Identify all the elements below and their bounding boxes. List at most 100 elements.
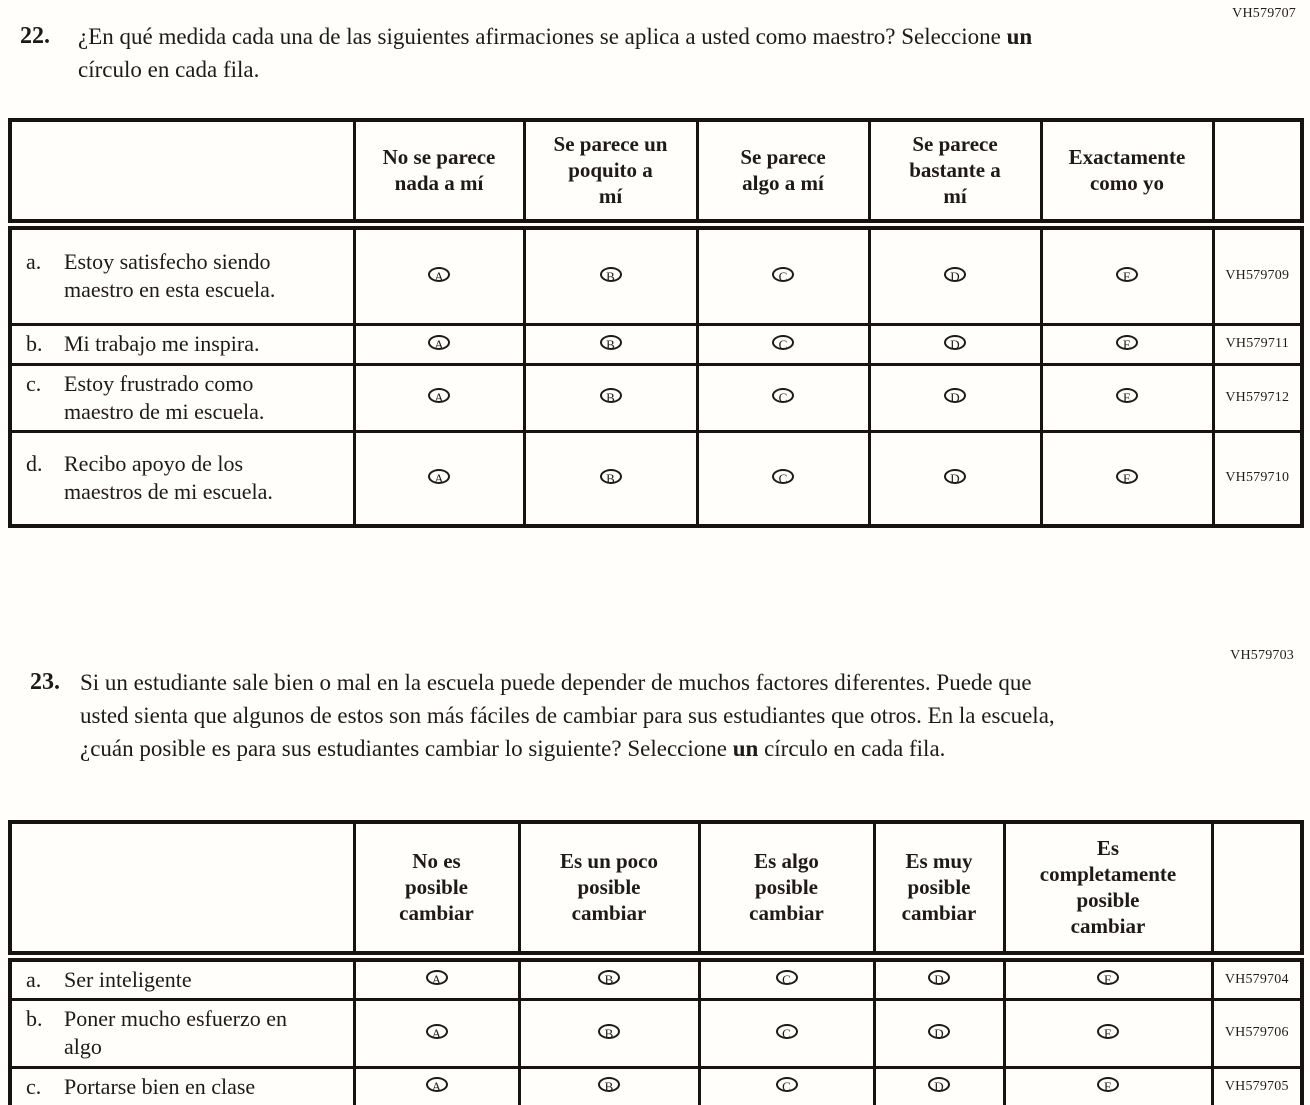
question-23-text: Si un estudiante sale bien o mal en la e… bbox=[80, 666, 1055, 765]
question-22-response-table: No se parece nada a mí Se parece un poqu… bbox=[8, 118, 1304, 528]
question-22: 22. ¿En qué medida cada una de las sigui… bbox=[20, 20, 1053, 86]
statement-text: Recibo apoyo de los maestros de mi escue… bbox=[64, 451, 273, 505]
question-22-variable-code: VH579707 bbox=[1232, 6, 1296, 21]
row-letter: a. bbox=[26, 249, 42, 274]
statement-cell: c. Estoy frustrado como maestro de mi esc… bbox=[8, 362, 356, 433]
column-header-poquito: Se parece un poquito a mí bbox=[522, 118, 699, 230]
option-bubble-a[interactable]: A bbox=[428, 334, 450, 352]
option-bubble-b[interactable]: B bbox=[598, 970, 620, 987]
question-22-number: 22. bbox=[20, 23, 50, 49]
column-header-no-se-parece: No se parece nada a mí bbox=[352, 118, 526, 230]
question-23-number: 23. bbox=[30, 669, 60, 695]
option-bubble-a[interactable]: A bbox=[425, 1077, 448, 1094]
question-22-text: ¿En qué medida cada una de las siguiente… bbox=[78, 20, 1053, 86]
option-bubble-a[interactable]: A bbox=[428, 468, 450, 486]
table-row: a. Estoy satisfecho siendo maestro en est… bbox=[8, 222, 1304, 326]
table-header-row: No se parece nada a mí Se parece un poqu… bbox=[8, 118, 1304, 230]
table-row: c. Estoy frustrado como maestro de mi esc… bbox=[8, 362, 1304, 433]
option-bubble-e[interactable]: E bbox=[1116, 266, 1138, 284]
column-header-muy-posible: Es muy posible cambiar bbox=[872, 820, 1006, 962]
option-bubble-a[interactable]: A bbox=[425, 970, 448, 987]
option-bubble-c[interactable]: C bbox=[772, 266, 794, 284]
statement-cell: a. Estoy satisfecho siendo maestro en est… bbox=[8, 222, 356, 326]
option-bubble-b[interactable]: B bbox=[598, 1023, 620, 1041]
column-header-no-es-posible: No es posible cambiar bbox=[352, 820, 521, 962]
question-23-variable-code: VH579703 bbox=[1230, 648, 1294, 663]
row-letter: c. bbox=[26, 1073, 42, 1099]
table-row: c. Portarse bien en clase A B C D E VH579… bbox=[8, 1065, 1304, 1105]
row-variable-code: VH579705 bbox=[1210, 1065, 1304, 1105]
statement-text: Estoy satisfecho siendo maestro en esta … bbox=[64, 249, 276, 302]
question-23-response-table: No es posible cambiar Es un poco posible… bbox=[8, 820, 1304, 1105]
question-23-bold-word: un bbox=[732, 736, 759, 761]
option-bubble-e[interactable]: E bbox=[1116, 334, 1138, 352]
option-bubble-b[interactable]: B bbox=[599, 334, 622, 352]
question-22-bold-word: un bbox=[1006, 24, 1033, 49]
option-bubble-d[interactable]: D bbox=[944, 334, 966, 352]
statement-column-header bbox=[8, 118, 356, 230]
table-row: b. Mi trabajo me inspira. A B C D E VH579… bbox=[8, 322, 1304, 366]
statement-cell: b. Mi trabajo me inspira. bbox=[8, 322, 356, 366]
option-bubble-e[interactable]: E bbox=[1097, 1023, 1119, 1041]
column-header-un-poco-posible: Es un poco posible cambiar bbox=[517, 820, 701, 962]
option-bubble-b[interactable]: B bbox=[599, 468, 622, 486]
option-bubble-e[interactable]: E bbox=[1097, 1077, 1119, 1094]
option-bubble-d[interactable]: D bbox=[944, 388, 966, 405]
statement-text: Poner mucho esfuerzo en algo bbox=[64, 1006, 287, 1059]
option-bubble-c[interactable]: C bbox=[775, 970, 798, 987]
statement-text: Mi trabajo me inspira. bbox=[64, 331, 260, 356]
option-bubble-a[interactable]: A bbox=[428, 266, 450, 284]
statement-cell: d. Recibo apoyo de los maestros de mi esc… bbox=[8, 429, 356, 528]
option-bubble-e[interactable]: E bbox=[1097, 970, 1119, 987]
code-column-header bbox=[1210, 820, 1304, 962]
option-bubble-d[interactable]: D bbox=[944, 266, 966, 284]
code-column-header bbox=[1211, 118, 1304, 230]
option-bubble-e[interactable]: E bbox=[1116, 388, 1138, 405]
option-bubble-d[interactable]: D bbox=[944, 468, 966, 486]
option-bubble-c[interactable]: C bbox=[775, 1077, 798, 1094]
column-header-algo: Se parece algo a mí bbox=[695, 118, 871, 230]
option-bubble-c[interactable]: C bbox=[772, 388, 794, 405]
table-row: d. Recibo apoyo de los maestros de mi esc… bbox=[8, 429, 1304, 528]
question-23-text-end: círculo en cada fila. bbox=[758, 736, 946, 761]
statement-cell: c. Portarse bien en clase bbox=[8, 1065, 356, 1105]
row-letter: a. bbox=[26, 966, 42, 992]
question-23-text-start: Si un estudiante sale bien o mal en la e… bbox=[80, 670, 1055, 761]
option-bubble-a[interactable]: A bbox=[428, 388, 450, 405]
row-variable-code: VH579706 bbox=[1210, 997, 1304, 1069]
question-22-text-end: círculo en cada fila. bbox=[78, 57, 260, 82]
statement-column-header bbox=[8, 820, 356, 962]
option-bubble-d[interactable]: D bbox=[928, 1023, 950, 1041]
statement-text: Portarse bien en clase bbox=[64, 1073, 256, 1099]
row-variable-code: VH579712 bbox=[1211, 362, 1304, 433]
row-letter: b. bbox=[26, 1006, 43, 1031]
row-variable-code: VH579704 bbox=[1210, 954, 1304, 1001]
row-letter: d. bbox=[26, 451, 43, 477]
statement-text: Ser inteligente bbox=[64, 966, 192, 992]
column-header-completamente-posible: Es completamente posible cambiar bbox=[1002, 820, 1214, 962]
column-header-algo-posible: Es algo posible cambiar bbox=[697, 820, 876, 962]
question-23: 23. Si un estudiante sale bien o mal en … bbox=[30, 666, 1055, 765]
statement-text: Estoy frustrado como maestro de mi escue… bbox=[64, 370, 265, 424]
option-bubble-c[interactable]: C bbox=[772, 334, 794, 352]
row-variable-code: VH579710 bbox=[1211, 429, 1304, 528]
option-bubble-d[interactable]: D bbox=[928, 1077, 950, 1094]
option-bubble-c[interactable]: C bbox=[772, 468, 794, 486]
row-letter: c. bbox=[26, 370, 42, 396]
option-bubble-a[interactable]: A bbox=[425, 1023, 448, 1041]
option-bubble-b[interactable]: B bbox=[599, 388, 622, 405]
option-bubble-d[interactable]: D bbox=[928, 970, 950, 987]
column-header-exactamente: Exactamente como yo bbox=[1039, 118, 1215, 230]
table-row: b. Poner mucho esfuerzo en algo A B C D E… bbox=[8, 997, 1304, 1069]
table-header-row: No es posible cambiar Es un poco posible… bbox=[8, 820, 1304, 962]
row-letter: b. bbox=[26, 331, 43, 356]
option-bubble-c[interactable]: C bbox=[775, 1023, 798, 1041]
column-header-bastante: Se parece bastante a mí bbox=[867, 118, 1043, 230]
table-row: a. Ser inteligente A B C D E VH579704 bbox=[8, 954, 1304, 1001]
option-bubble-b[interactable]: B bbox=[598, 1077, 620, 1094]
question-22-text-start: ¿En qué medida cada una de las siguiente… bbox=[78, 24, 1007, 49]
row-variable-code: VH579711 bbox=[1211, 322, 1304, 366]
row-variable-code: VH579709 bbox=[1211, 222, 1304, 326]
option-bubble-b[interactable]: B bbox=[599, 266, 622, 284]
option-bubble-e[interactable]: E bbox=[1116, 468, 1138, 486]
